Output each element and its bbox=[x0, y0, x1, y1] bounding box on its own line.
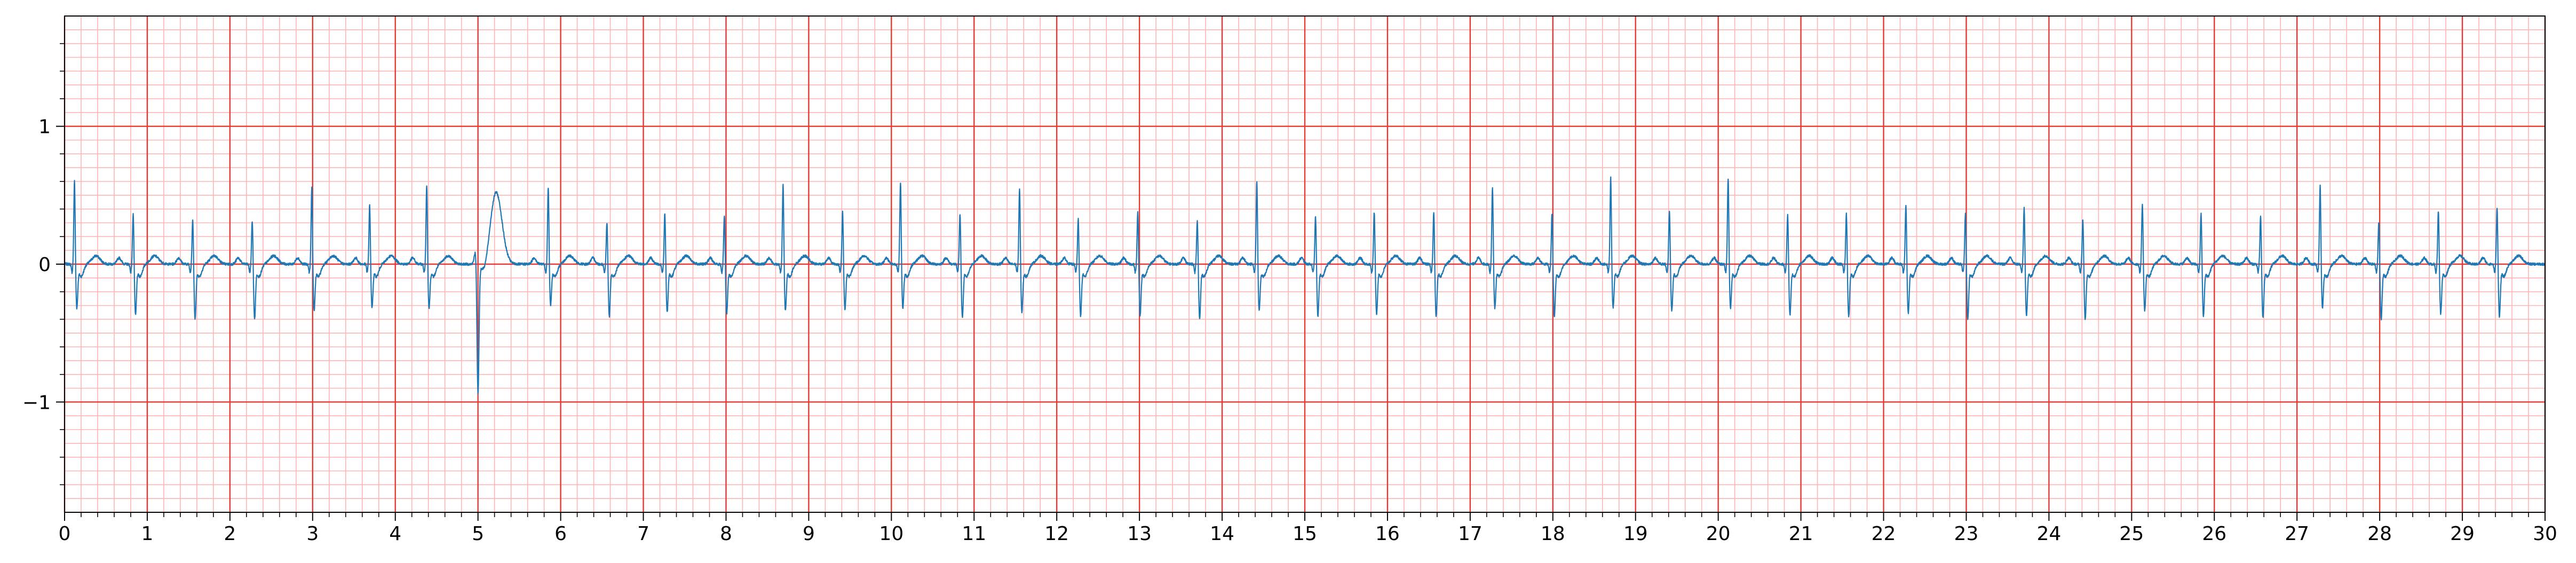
x-axis: 0 1 2 3 4 5 6 7 8 9 10 11 12 13 14 15 16 17 18 19 20 21 22 23 24… bbox=[59, 512, 2557, 545]
x-tick-label: 11 bbox=[962, 523, 986, 545]
ecg-trace bbox=[64, 176, 2546, 394]
x-tick-label: 27 bbox=[2285, 523, 2309, 545]
x-tick-label: 26 bbox=[2202, 523, 2226, 545]
series-layer bbox=[64, 176, 2546, 394]
x-tick-label: 23 bbox=[1954, 523, 1979, 545]
x-tick-label: 1 bbox=[141, 523, 153, 545]
x-tick-label: 4 bbox=[389, 523, 401, 545]
x-tick-label: 14 bbox=[1210, 523, 1234, 545]
x-tick-label: 0 bbox=[59, 523, 71, 545]
x-tick-label: 25 bbox=[2119, 523, 2144, 545]
x-tick-label: 6 bbox=[554, 523, 567, 545]
x-tick-label: 30 bbox=[2533, 523, 2557, 545]
x-tick-label: 24 bbox=[2036, 523, 2061, 545]
x-tick-label: 10 bbox=[879, 523, 903, 545]
x-tick-label: 12 bbox=[1044, 523, 1069, 545]
y-tick-label: 0 bbox=[38, 254, 51, 276]
x-tick-label: 17 bbox=[1458, 523, 1483, 545]
x-tick-label: 15 bbox=[1293, 523, 1317, 545]
x-tick-label: 21 bbox=[1789, 523, 1813, 545]
x-tick-label: 5 bbox=[472, 523, 484, 545]
x-tick-label: 7 bbox=[637, 523, 649, 545]
x-tick-label: 29 bbox=[2450, 523, 2475, 545]
x-tick-label: 18 bbox=[1541, 523, 1565, 545]
x-tick-label: 16 bbox=[1375, 523, 1400, 545]
x-tick-label: 9 bbox=[803, 523, 815, 545]
x-tick-label: 13 bbox=[1127, 523, 1152, 545]
x-tick-label: 8 bbox=[720, 523, 732, 545]
y-axis: 1 0 −1 bbox=[22, 43, 65, 486]
y-tick-label: 1 bbox=[38, 116, 51, 138]
x-tick-label: 20 bbox=[1706, 523, 1731, 545]
y-tick-label: −1 bbox=[22, 392, 51, 414]
x-tick-label: 28 bbox=[2367, 523, 2392, 545]
x-tick-label: 22 bbox=[1872, 523, 1896, 545]
x-tick-label: 19 bbox=[1623, 523, 1648, 545]
x-tick-label: 3 bbox=[306, 523, 319, 545]
x-tick-label: 2 bbox=[224, 523, 236, 545]
